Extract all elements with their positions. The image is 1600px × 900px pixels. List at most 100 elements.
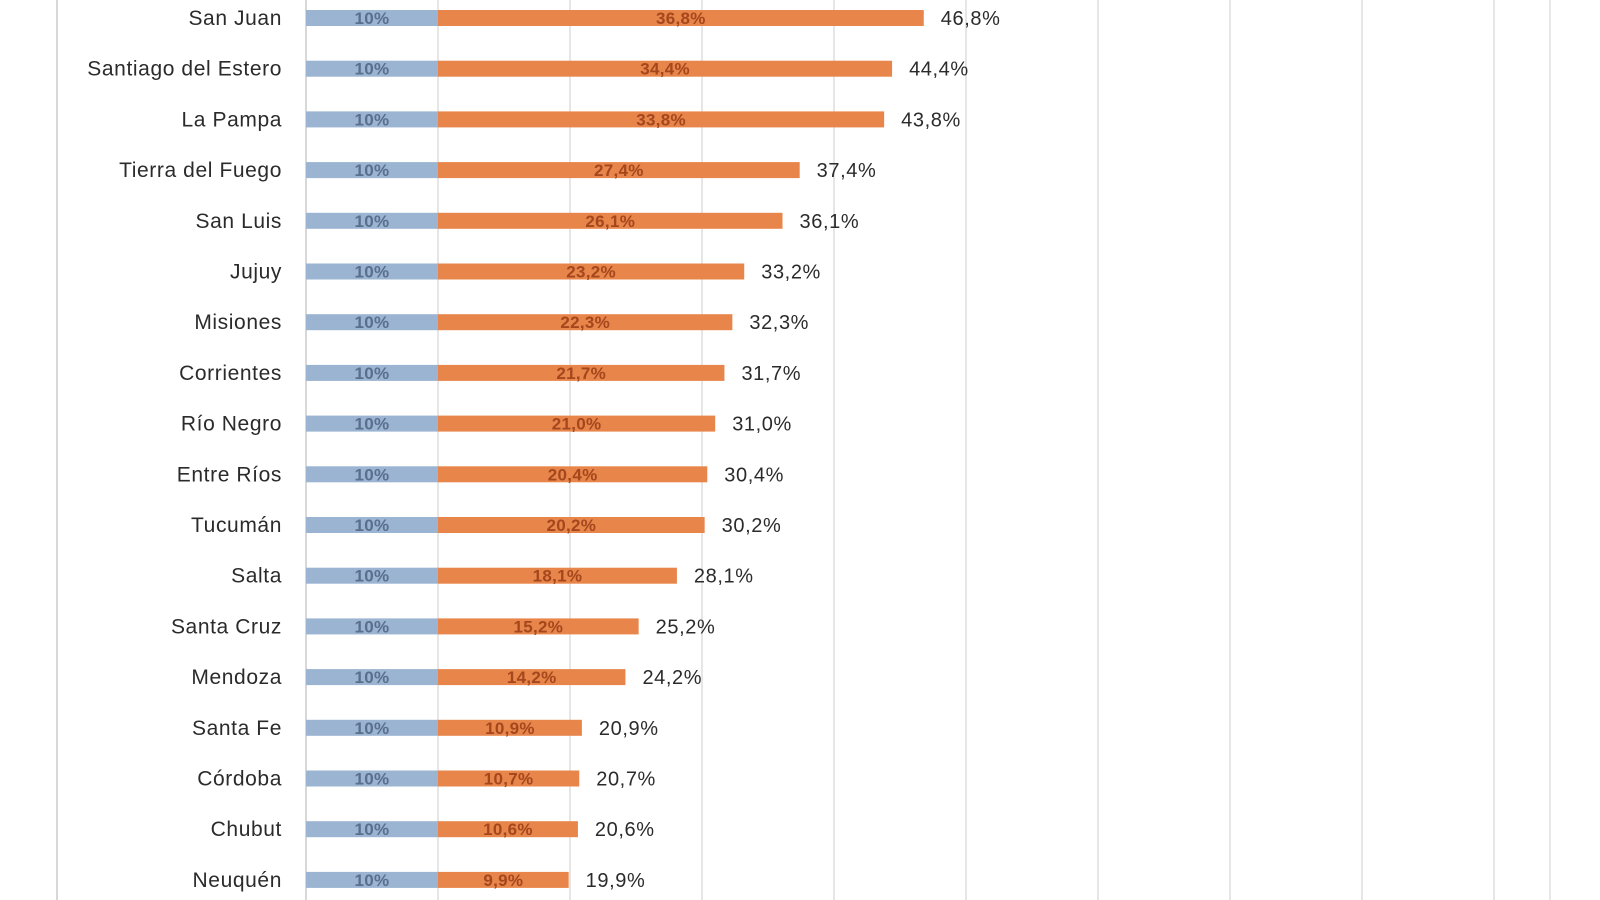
data-label-additional: 21,0%	[552, 415, 602, 434]
bar-segment-additional	[438, 10, 924, 26]
category-label: Santa Cruz	[171, 615, 282, 638]
category-label: Entre Ríos	[177, 463, 282, 486]
data-label-total: 33,2%	[761, 262, 821, 284]
data-label-base: 10%	[355, 871, 390, 890]
bar-segment-base	[306, 111, 438, 128]
data-label-base: 10%	[355, 415, 390, 434]
data-label-additional: 18,1%	[533, 567, 583, 586]
data-label-base: 10%	[355, 110, 390, 129]
category-label: Misiones	[194, 311, 282, 334]
data-label-additional: 10,6%	[483, 820, 533, 839]
data-label-total: 19,9%	[586, 870, 646, 892]
category-label: Tucumán	[191, 514, 282, 537]
category-label: Tierra del Fuego	[119, 159, 282, 182]
bar-segment-base	[306, 770, 438, 787]
data-label-total: 46,8%	[941, 8, 1001, 30]
bar-segment-additional	[438, 669, 626, 686]
data-label-additional: 23,2%	[566, 263, 616, 282]
data-label-total: 24,2%	[642, 667, 702, 689]
data-label-additional: 10,9%	[485, 719, 535, 738]
bar-segment-base	[306, 314, 438, 331]
data-label-base: 10%	[355, 212, 390, 231]
bar-segment-additional	[438, 618, 639, 635]
bar-segment-base	[306, 466, 438, 483]
bar-segment-additional	[438, 60, 893, 77]
category-label: Neuquén	[193, 869, 282, 892]
data-label-base: 10%	[355, 465, 390, 484]
bar-segment-additional	[438, 821, 578, 838]
data-label-total: 20,9%	[599, 718, 659, 740]
data-label-base: 10%	[355, 617, 390, 636]
bar-segment-base	[306, 263, 438, 280]
data-label-total: 31,7%	[741, 363, 801, 385]
data-label-base: 10%	[355, 9, 390, 28]
data-label-base: 10%	[355, 820, 390, 839]
bar-segment-additional	[438, 567, 677, 584]
category-label: Santiago del Estero	[87, 58, 282, 81]
data-label-base: 10%	[355, 719, 390, 738]
data-label-additional: 34,4%	[640, 60, 690, 79]
bar-segment-base	[306, 162, 438, 179]
category-label: Santa Fe	[192, 717, 282, 740]
bar-segment-base	[306, 821, 438, 838]
data-label-additional: 26,1%	[585, 212, 635, 231]
data-label-base: 10%	[355, 161, 390, 180]
category-label: Chubut	[211, 818, 282, 841]
data-label-additional: 20,2%	[546, 516, 596, 535]
bar-segment-additional	[438, 466, 708, 483]
bar-segment-additional	[438, 263, 745, 280]
data-label-total: 28,1%	[694, 566, 754, 588]
bar-segment-additional	[438, 111, 885, 128]
category-label: Corrientes	[179, 362, 282, 385]
labels: San Juan 10% 36,8% 46,8% Santiago del Estero…	[87, 7, 1000, 892]
bars	[306, 10, 924, 888]
category-label: Mendoza	[191, 666, 282, 689]
data-label-additional: 20,4%	[548, 465, 598, 484]
data-label-total: 43,8%	[901, 109, 961, 131]
bar-segment-additional	[438, 770, 580, 787]
gridlines	[56, 0, 1551, 900]
bar-segment-additional	[438, 871, 569, 888]
data-label-total: 20,6%	[595, 819, 655, 841]
bar-segment-base	[306, 669, 438, 686]
category-label: San Juan	[188, 7, 282, 30]
bar-segment-base	[306, 871, 438, 888]
category-label: San Luis	[195, 210, 282, 233]
data-label-additional: 22,3%	[560, 313, 610, 332]
category-label: Salta	[231, 565, 282, 588]
data-label-base: 10%	[355, 668, 390, 687]
data-label-total: 31,0%	[732, 414, 792, 436]
category-label: Río Negro	[181, 413, 282, 436]
data-label-base: 10%	[355, 770, 390, 789]
bar-segment-additional	[438, 212, 783, 229]
data-label-total: 32,3%	[749, 312, 809, 334]
bar-segment-additional	[438, 719, 582, 736]
data-label-additional: 9,9%	[483, 871, 523, 890]
bar-segment-additional	[438, 364, 725, 381]
data-label-additional: 27,4%	[594, 161, 644, 180]
category-label: Córdoba	[197, 768, 282, 791]
data-label-additional: 21,7%	[556, 364, 606, 383]
bar-segment-base	[306, 618, 438, 635]
bar-segment-base	[306, 567, 438, 584]
bar-segment-base	[306, 364, 438, 381]
data-label-additional: 10,7%	[484, 770, 534, 789]
bar-segment-base	[306, 517, 438, 533]
data-label-total: 36,1%	[800, 211, 860, 233]
data-label-total: 37,4%	[817, 160, 877, 182]
data-label-total: 44,4%	[909, 59, 969, 81]
bar-segment-additional	[438, 314, 733, 331]
bar-segment-base	[306, 719, 438, 736]
category-label: La Pampa	[181, 108, 282, 131]
data-label-additional: 14,2%	[507, 668, 557, 687]
category-label: Jujuy	[230, 261, 282, 284]
data-label-base: 10%	[355, 313, 390, 332]
bar-segment-additional	[438, 162, 800, 179]
bar-segment-additional	[438, 415, 716, 432]
data-label-total: 30,2%	[722, 515, 782, 537]
data-label-total: 25,2%	[656, 616, 716, 638]
data-label-additional: 15,2%	[513, 617, 563, 636]
data-label-additional: 36,8%	[656, 9, 706, 28]
bar-segment-base	[306, 212, 438, 229]
